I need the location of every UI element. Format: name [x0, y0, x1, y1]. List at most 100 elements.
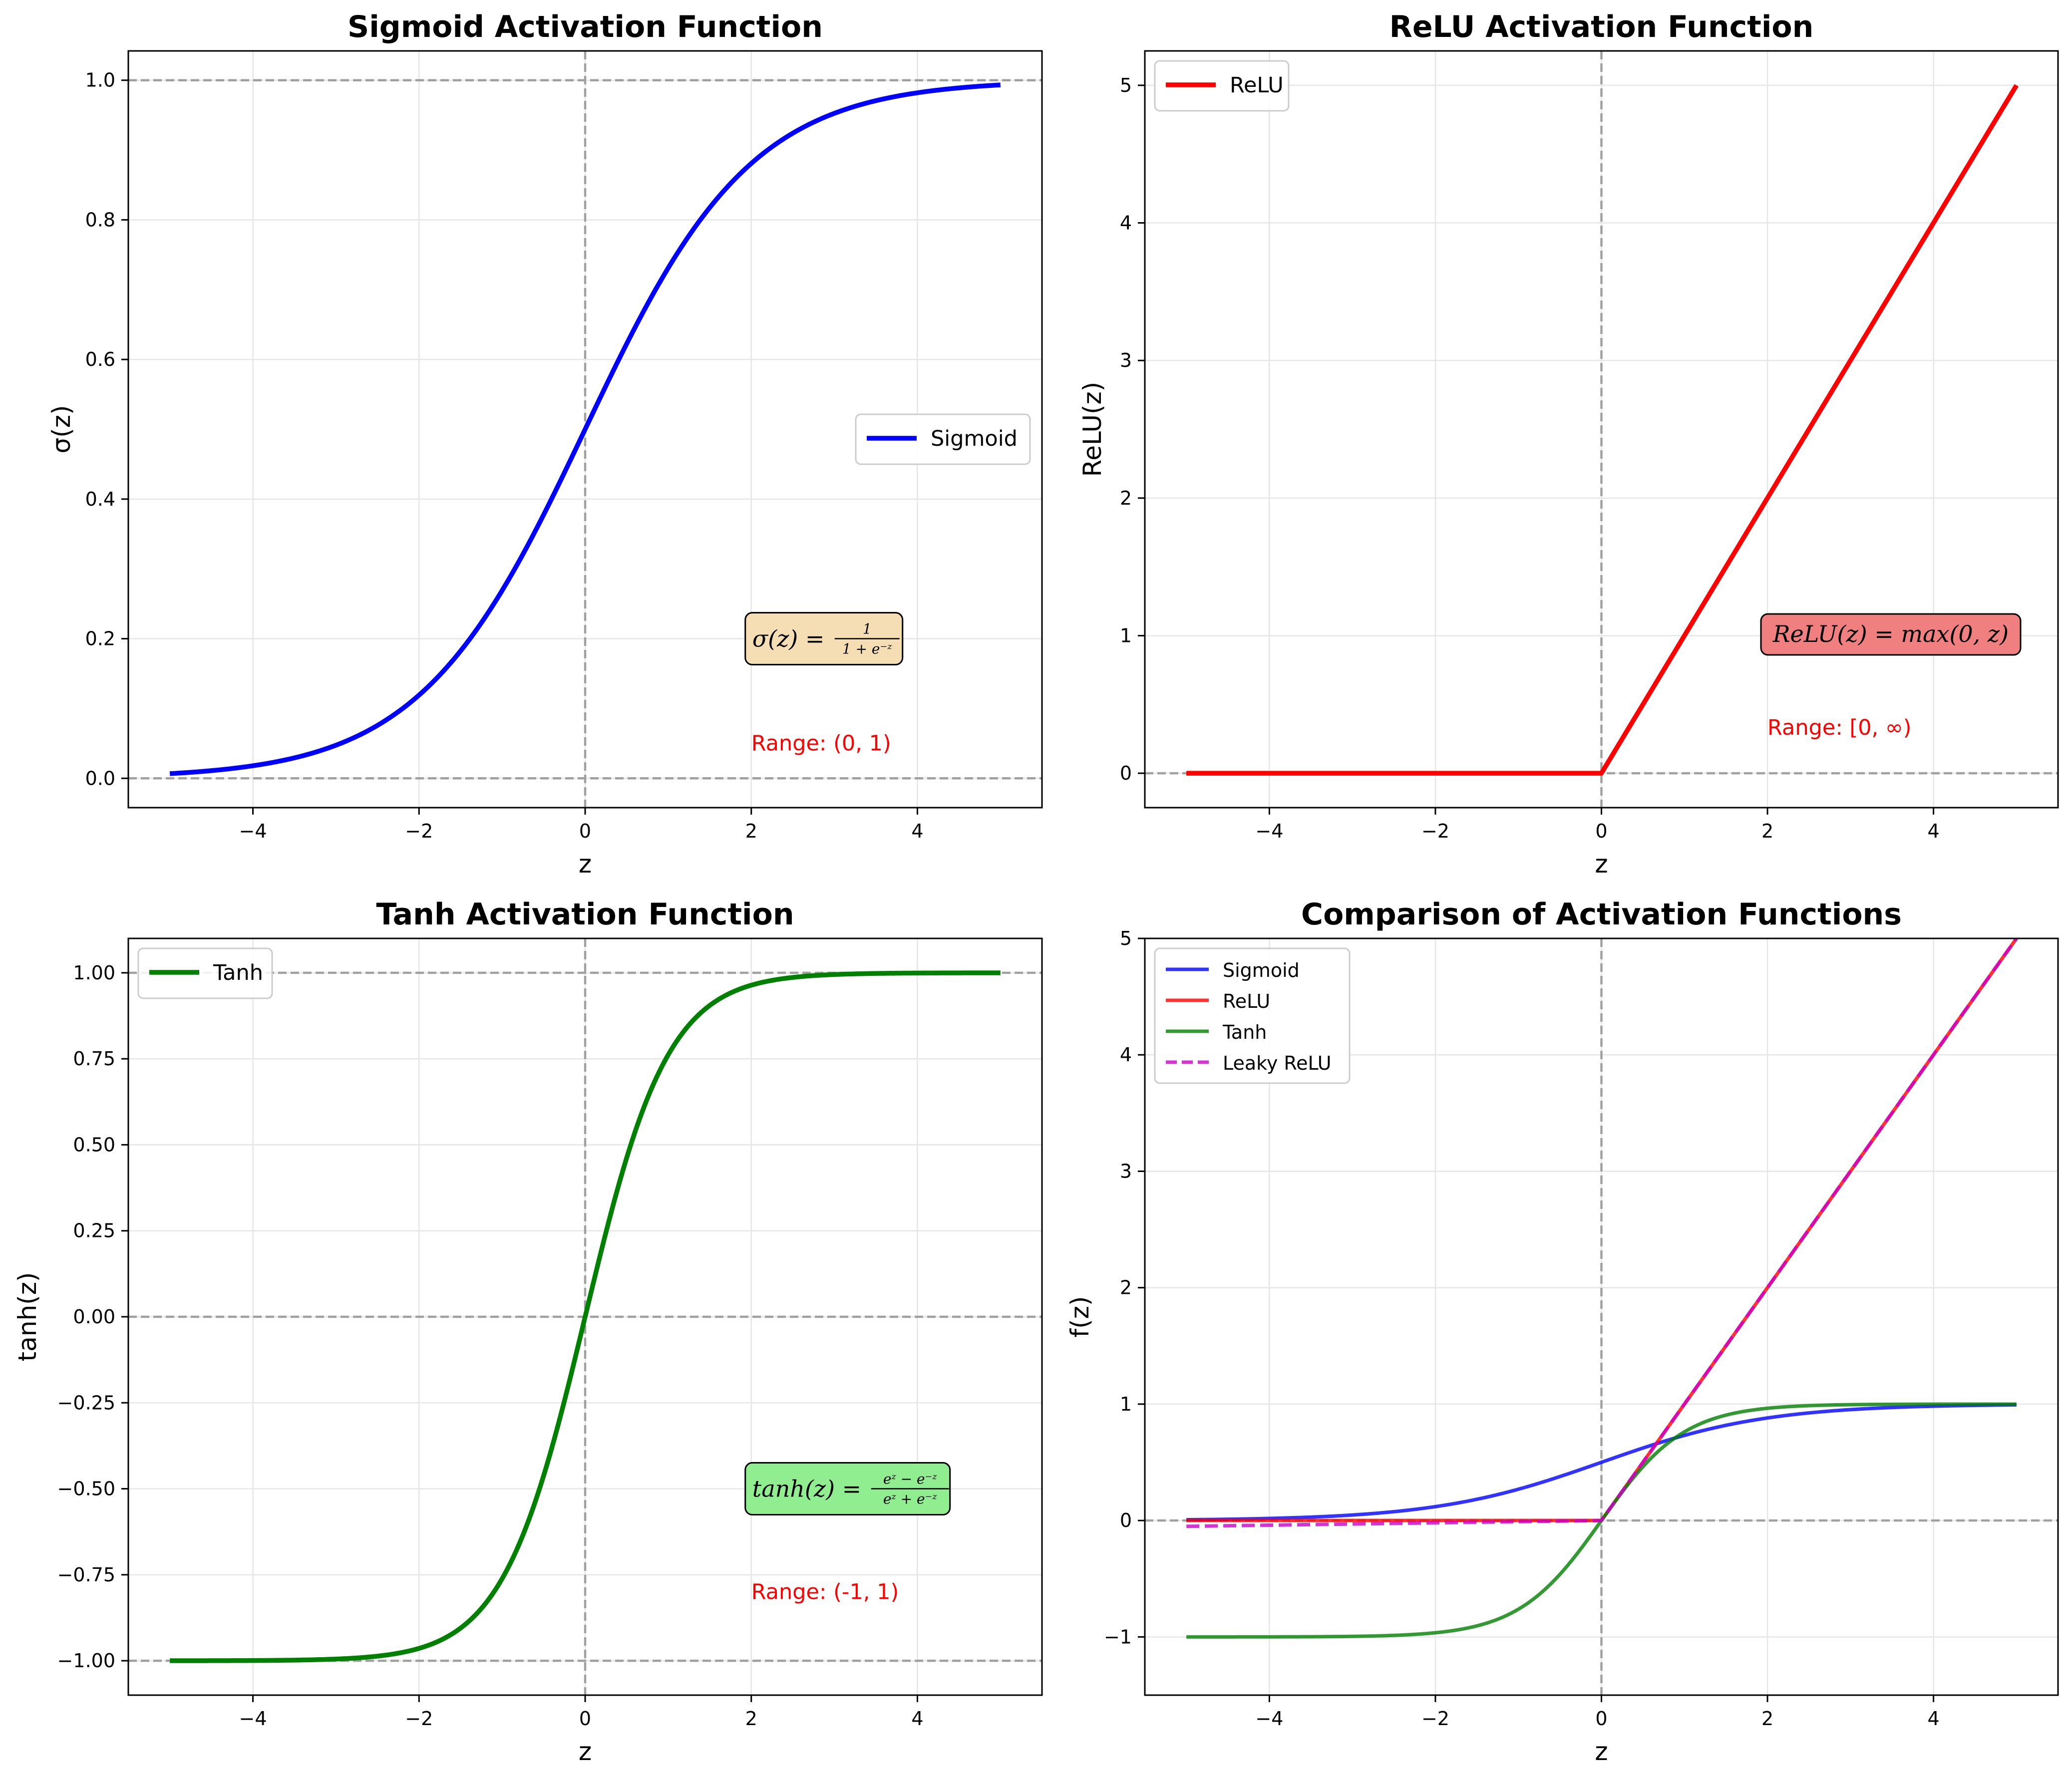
legend-box: [1154, 947, 1351, 1084]
series-relu-line: [1186, 84, 2019, 776]
x-tick-label: 0: [1595, 1708, 1607, 1730]
y-tick-label: 1: [1120, 1393, 1132, 1415]
y-tick-label: 2: [1120, 1277, 1132, 1299]
tick-labels: −4 −2 0 2 4 0.0 0.2 0.4 0.6 0.8 1.0: [85, 69, 924, 842]
legend-box: [855, 413, 1031, 465]
x-tick-label: 4: [911, 820, 923, 842]
chart-panel-2: −4 −2 0 2 4 0 1 2 3 4 5 ReLU Activation Function z Re…: [1078, 9, 2059, 879]
formula-background: [1760, 613, 2022, 656]
tick-labels: −4 −2 0 2 4 −1 0 1 2 3 4 5: [1104, 927, 1940, 1730]
x-tick-label: 2: [745, 1708, 757, 1730]
x-axis-label: z: [579, 1737, 592, 1766]
y-tick-label: 0.4: [85, 488, 115, 510]
y-tick-label: −0.25: [57, 1392, 115, 1414]
x-tick-label: −2: [405, 820, 433, 842]
formula-box: σ(z) = 1 1 + e⁻ᶻ: [744, 612, 904, 666]
y-tick-label: 0.6: [85, 348, 115, 370]
x-axis-label: z: [1595, 850, 1608, 879]
series-group: [169, 82, 1001, 776]
y-tick-label: 5: [1120, 74, 1132, 96]
x-tick-label: −2: [405, 1708, 433, 1730]
y-tick-label: 0.8: [85, 209, 115, 231]
range-annotation: Range: (0, 1): [751, 731, 891, 756]
x-tick-label: −4: [239, 1708, 267, 1730]
x-tick-label: 0: [1595, 820, 1607, 842]
x-tick-label: 2: [1761, 1708, 1773, 1730]
y-tick-label: 4: [1120, 212, 1132, 234]
formula-box: ReLU(z) = max(0, z): [1760, 613, 2022, 656]
tick-labels: −4 −2 0 2 4 0 1 2 3 4 5: [1120, 74, 1940, 842]
x-tick-label: 2: [1761, 820, 1773, 842]
x-tick-label: −2: [1421, 1708, 1449, 1730]
y-axis-label: f(z): [1065, 1296, 1094, 1338]
legend-label: ReLU: [1223, 990, 1270, 1012]
x-tick-label: −4: [239, 820, 267, 842]
chart-title: ReLU Activation Function: [1389, 9, 1814, 44]
y-tick-label: 0.25: [73, 1220, 115, 1242]
x-tick-label: 0: [579, 820, 591, 842]
y-tick-label: 1.00: [73, 962, 115, 984]
formula-background: [744, 612, 904, 666]
legend: ReLU: [1154, 60, 1290, 112]
x-tick-label: 4: [1927, 1708, 1939, 1730]
legend-label: Tanh: [213, 960, 263, 985]
x-tick-label: −2: [1421, 820, 1449, 842]
formula-denominator: 1 + e⁻ᶻ: [842, 641, 892, 657]
chart-title: Comparison of Activation Functions: [1301, 897, 1902, 932]
x-tick-label: 0: [579, 1708, 591, 1730]
legend-box: [1154, 60, 1290, 112]
y-tick-label: 0.2: [85, 628, 115, 650]
legend: Tanh: [137, 947, 273, 999]
formula-lhs: tanh(z) =: [752, 1476, 861, 1502]
y-tick-label: −1.00: [57, 1650, 115, 1672]
formula-numerator: eᶻ − e⁻ᶻ: [883, 1471, 937, 1487]
legend-label: Sigmoid: [1223, 959, 1300, 981]
chart-title: Tanh Activation Function: [376, 897, 794, 932]
y-tick-label: 0.00: [73, 1306, 115, 1328]
x-tick-label: −4: [1255, 1708, 1283, 1730]
x-tick-label: −4: [1255, 820, 1283, 842]
legend: Sigmoid ReLU Tanh Leaky ReLU: [1154, 947, 1351, 1084]
y-tick-label: 0.75: [73, 1048, 115, 1070]
y-tick-label: 2: [1120, 487, 1132, 509]
range-annotation: Range: (-1, 1): [751, 1579, 899, 1604]
y-tick-label: 1: [1120, 624, 1132, 646]
x-axis-label: z: [1595, 1737, 1608, 1766]
chart-title: Sigmoid Activation Function: [347, 9, 823, 44]
formula-box: tanh(z) = eᶻ − e⁻ᶻ eᶻ + e⁻ᶻ: [744, 1462, 951, 1516]
range-annotation: Range: [0, ∞): [1767, 715, 1912, 740]
series-group: [1186, 84, 2019, 776]
y-tick-label: −0.50: [57, 1478, 115, 1500]
tick-labels: −4 −2 0 2 4 −1.00 −0.75 −0.50 −0.25 0.00 0.25 0.50 0…: [57, 962, 924, 1730]
y-tick-label: −1: [1104, 1626, 1132, 1648]
formula-background: [744, 1462, 951, 1516]
x-tick-label: 4: [911, 1708, 923, 1730]
y-tick-label: 0: [1120, 1509, 1132, 1531]
legend-box: [137, 947, 273, 999]
legend-label: Tanh: [1222, 1021, 1267, 1043]
series-group: [169, 970, 1001, 1663]
y-tick-label: 3: [1120, 1160, 1132, 1182]
y-tick-label: 4: [1120, 1044, 1132, 1066]
y-axis-label: σ(z): [47, 405, 76, 454]
series-tanh-line: [169, 970, 1001, 1663]
series-sigmoid-line: [169, 82, 1001, 776]
y-tick-label: 1.0: [85, 69, 115, 91]
y-tick-label: 3: [1120, 349, 1132, 371]
y-tick-label: 0.0: [85, 767, 115, 789]
x-axis-label: z: [579, 850, 592, 879]
series-sigmoid-line: [1186, 1403, 2017, 1522]
y-axis-label: ReLU(z): [1078, 382, 1107, 477]
legend-label: Sigmoid: [931, 426, 1018, 451]
chart-panel-3: −4 −2 0 2 4 −1.00 −0.75 −0.50 −0.25 0.00 0.25 0.50 0…: [13, 897, 1043, 1766]
legend-label: ReLU: [1230, 73, 1284, 98]
y-tick-label: 0.50: [73, 1134, 115, 1156]
chart-panel-4: −4 −2 0 2 4 −1 0 1 2 3 4 5 Comparison of Activation …: [1065, 897, 2059, 1766]
formula-numerator: 1: [863, 621, 872, 637]
x-tick-label: 2: [745, 820, 757, 842]
y-tick-label: 5: [1120, 927, 1132, 949]
chart-panel-1: −4 −2 0 2 4 0.0 0.2 0.4 0.6 0.8 1.0 Sigmoid Activat…: [47, 9, 1043, 879]
series-leaky-relu-line: [1186, 938, 2018, 1528]
legend: Sigmoid: [855, 413, 1031, 465]
